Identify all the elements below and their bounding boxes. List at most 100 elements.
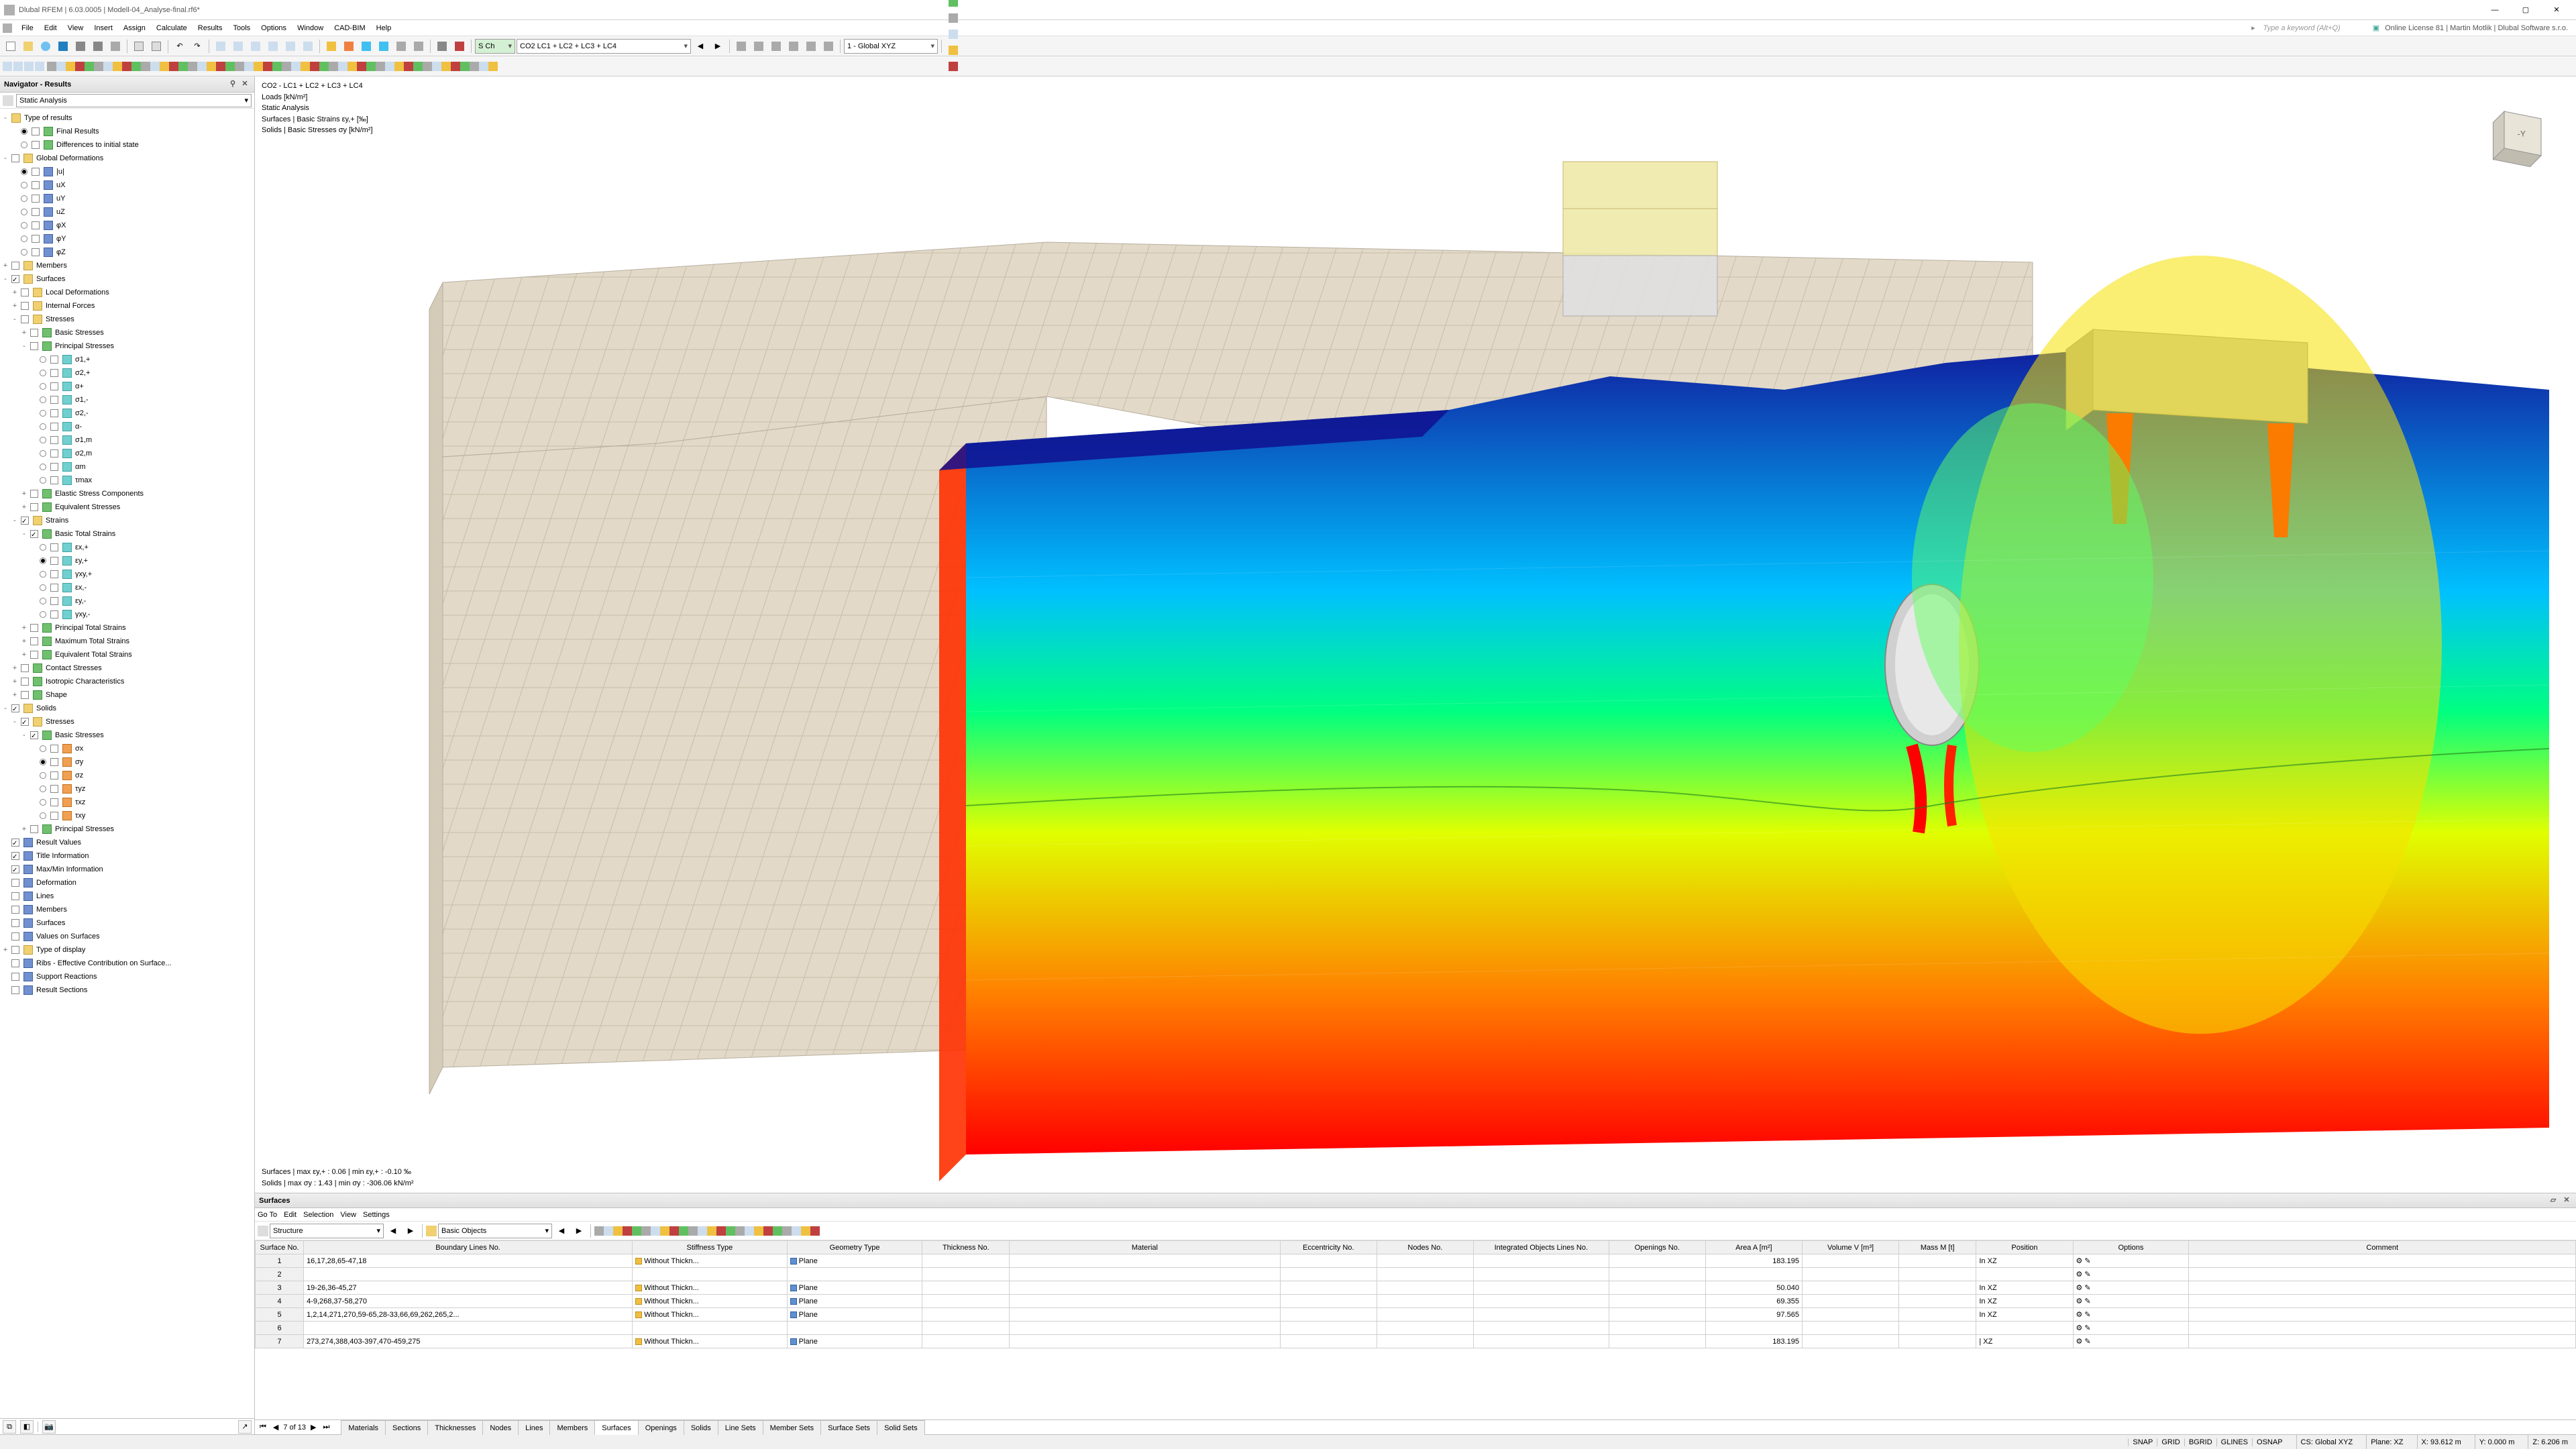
- tree-node-47[interactable]: σx: [1, 742, 253, 755]
- paneltool-btn-7[interactable]: [660, 1226, 669, 1234]
- tree-radio[interactable]: [40, 571, 46, 578]
- toolbar2-btn-7[interactable]: [113, 62, 122, 70]
- col-4[interactable]: Thickness No.: [922, 1241, 1010, 1254]
- tree-node-7[interactable]: uZ: [1, 205, 253, 219]
- status-osnap[interactable]: OSNAP: [2252, 1438, 2287, 1446]
- tree-node-48[interactable]: σy: [1, 755, 253, 769]
- calc4-button[interactable]: [376, 38, 392, 54]
- result-button[interactable]: [451, 38, 468, 54]
- tree-checkbox[interactable]: [11, 973, 19, 981]
- result-type-combo[interactable]: S Ch: [475, 39, 515, 54]
- tree-node-13[interactable]: +Local Deformations: [1, 286, 253, 299]
- tab-lines[interactable]: Lines: [518, 1420, 550, 1435]
- tree-radio[interactable]: [40, 450, 46, 457]
- col-0[interactable]: Surface No.: [256, 1241, 304, 1254]
- paneltool-btn-17[interactable]: [754, 1226, 763, 1234]
- tree-node-28[interactable]: +Elastic Stress Components: [1, 487, 253, 500]
- toolbar2-btn-31[interactable]: [338, 62, 347, 70]
- tree-radio[interactable]: [40, 410, 46, 417]
- menu-calculate[interactable]: Calculate: [151, 24, 193, 32]
- col-6[interactable]: Eccentricity No.: [1280, 1241, 1377, 1254]
- print-button[interactable]: [107, 38, 123, 54]
- tree-radio-cb[interactable]: [50, 785, 58, 793]
- tree-radio-cb[interactable]: [32, 181, 40, 189]
- toolbar2-btn-24[interactable]: [272, 62, 282, 70]
- tree-checkbox[interactable]: [30, 825, 38, 833]
- navfoot-btn1[interactable]: ⧉: [3, 1420, 16, 1434]
- tree-node-3[interactable]: -Global Deformations: [1, 152, 253, 165]
- save-button[interactable]: [72, 38, 89, 54]
- tab-line-sets[interactable]: Line Sets: [718, 1420, 763, 1435]
- tree-node-46[interactable]: -Basic Stresses: [1, 729, 253, 742]
- tree-checkbox[interactable]: [21, 691, 29, 699]
- toolbar1-btn-18[interactable]: [945, 58, 961, 74]
- tree-radio[interactable]: [40, 786, 46, 792]
- tree-radio-cb[interactable]: [32, 195, 40, 203]
- tree-radio-cb[interactable]: [32, 141, 40, 149]
- toolbar2-btn-1[interactable]: [56, 62, 66, 70]
- tree-radio[interactable]: [40, 812, 46, 819]
- calc3-button[interactable]: [358, 38, 374, 54]
- panel-next2[interactable]: ▶: [571, 1223, 587, 1239]
- tree-radio-cb[interactable]: [50, 557, 58, 565]
- tree-checkbox[interactable]: [11, 919, 19, 927]
- tree-checkbox[interactable]: [11, 275, 19, 283]
- tree-radio[interactable]: [40, 745, 46, 752]
- tab-solid-sets[interactable]: Solid Sets: [877, 1420, 925, 1435]
- redo-button[interactable]: ↷: [189, 38, 205, 54]
- toolbar1-btn-17[interactable]: [945, 42, 961, 58]
- minimize-button[interactable]: —: [2479, 0, 2510, 20]
- panel-prev2[interactable]: ◀: [553, 1223, 570, 1239]
- paneltool-btn-13[interactable]: [716, 1226, 726, 1234]
- tab-nodes[interactable]: Nodes: [482, 1420, 519, 1435]
- tree-radio[interactable]: [40, 437, 46, 443]
- paneltool-btn-4[interactable]: [632, 1226, 641, 1234]
- toolbar2-btn-30[interactable]: [329, 62, 338, 70]
- view6-button[interactable]: [300, 38, 316, 54]
- panel-menu-settings[interactable]: Settings: [363, 1211, 390, 1219]
- tree-node-16[interactable]: +Basic Stresses: [1, 326, 253, 339]
- tree-radio[interactable]: [40, 772, 46, 779]
- tree-checkbox[interactable]: [21, 664, 29, 672]
- toolbar2-btn-47[interactable]: [488, 62, 498, 70]
- tree-checkbox[interactable]: [11, 959, 19, 967]
- tree-node-10[interactable]: φZ: [1, 246, 253, 259]
- paneltool-btn-0[interactable]: [594, 1226, 604, 1234]
- tree-node-42[interactable]: +Isotropic Characteristics: [1, 675, 253, 688]
- view4-button[interactable]: [265, 38, 281, 54]
- toolbar2-btn-2[interactable]: [66, 62, 75, 70]
- tree-node-54[interactable]: Result Values: [1, 836, 253, 849]
- tree-radio[interactable]: [40, 759, 46, 765]
- load-combo[interactable]: CO2 LC1 + LC2 + LC3 + LC4: [517, 39, 691, 54]
- toolbar2-btn-44[interactable]: [460, 62, 470, 70]
- tree-radio[interactable]: [40, 584, 46, 591]
- undo-button[interactable]: ↶: [172, 38, 188, 54]
- tree-node-56[interactable]: Max/Min Information: [1, 863, 253, 876]
- tree-node-9[interactable]: φY: [1, 232, 253, 246]
- tree-radio-cb[interactable]: [50, 758, 58, 766]
- tree-radio-cb[interactable]: [50, 423, 58, 431]
- tree-node-17[interactable]: -Principal Stresses: [1, 339, 253, 353]
- folder-button[interactable]: [55, 38, 71, 54]
- tree-radio[interactable]: [21, 142, 28, 148]
- tab-thicknesses[interactable]: Thicknesses: [427, 1420, 483, 1435]
- calc5-button[interactable]: [393, 38, 409, 54]
- tree-node-53[interactable]: +Principal Stresses: [1, 822, 253, 836]
- tree-radio-cb[interactable]: [50, 771, 58, 780]
- tree-radio[interactable]: [40, 370, 46, 376]
- paneltool-btn-23[interactable]: [810, 1226, 820, 1234]
- topview-button[interactable]: [13, 62, 23, 71]
- tree-node-52[interactable]: τxy: [1, 809, 253, 822]
- table-row[interactable]: 7273,274,388,403-397,470-459,275Without …: [256, 1335, 2576, 1348]
- tree-node-44[interactable]: -Solids: [1, 702, 253, 715]
- tab-materials[interactable]: Materials: [341, 1420, 386, 1435]
- tree-checkbox[interactable]: [11, 852, 19, 860]
- paneltool-btn-9[interactable]: [679, 1226, 688, 1234]
- tab-solids[interactable]: Solids: [684, 1420, 718, 1435]
- open-button[interactable]: [20, 38, 36, 54]
- tree-node-40[interactable]: +Equivalent Total Strains: [1, 648, 253, 661]
- panel-prev[interactable]: ◀: [385, 1223, 401, 1239]
- paneltool-btn-6[interactable]: [651, 1226, 660, 1234]
- tree-checkbox[interactable]: [21, 718, 29, 726]
- tree-radio-cb[interactable]: [32, 235, 40, 243]
